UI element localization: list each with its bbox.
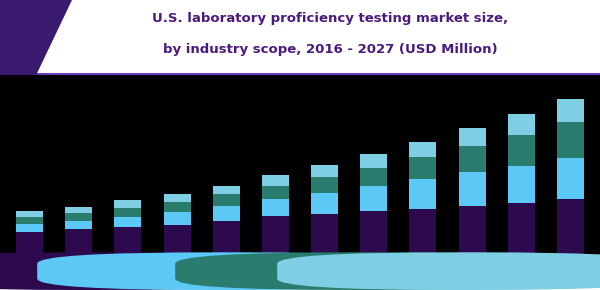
Bar [115,208,142,217]
Bar [262,175,289,186]
Bar [16,211,43,217]
Bar [213,206,240,221]
Bar [458,172,485,206]
Bar [65,207,92,213]
Bar [557,99,584,122]
Bar [508,166,535,203]
Bar [115,200,142,208]
Bar [262,199,289,216]
Bar [16,232,43,255]
Bar [164,194,191,202]
Bar [311,165,338,177]
Bar [115,217,142,227]
Bar [458,146,485,172]
Bar [360,211,387,255]
Bar [360,154,387,168]
Text: U.S. laboratory proficiency testing market size,: U.S. laboratory proficiency testing mark… [152,12,508,25]
Bar [16,217,43,224]
Bar [213,194,240,206]
Polygon shape [0,0,72,75]
Bar [458,206,485,255]
Bar [213,186,240,194]
Bar [360,168,387,186]
Bar [311,193,338,214]
Bar [508,203,535,255]
Text: by industry scope, 2016 - 2027 (USD Million): by industry scope, 2016 - 2027 (USD Mill… [163,43,497,55]
Bar [262,186,289,199]
Bar [409,157,436,180]
Bar [16,224,43,232]
Bar [409,180,436,209]
Bar [262,216,289,255]
Bar [409,209,436,255]
Bar [65,213,92,221]
Bar [311,214,338,255]
Bar [458,128,485,146]
Bar [311,177,338,193]
Bar [164,212,191,225]
Bar [164,202,191,212]
Polygon shape [0,0,48,75]
Bar [508,115,535,135]
Bar [360,186,387,211]
FancyBboxPatch shape [0,252,280,290]
Bar [164,225,191,255]
Bar [557,199,584,255]
Bar [557,122,584,158]
Bar [557,158,584,199]
Bar [65,229,92,255]
Bar [508,135,535,166]
FancyBboxPatch shape [37,252,418,290]
FancyBboxPatch shape [175,252,556,290]
Bar [213,221,240,255]
Bar [409,142,436,157]
Bar [115,227,142,255]
Bar [65,221,92,229]
FancyBboxPatch shape [277,252,600,290]
